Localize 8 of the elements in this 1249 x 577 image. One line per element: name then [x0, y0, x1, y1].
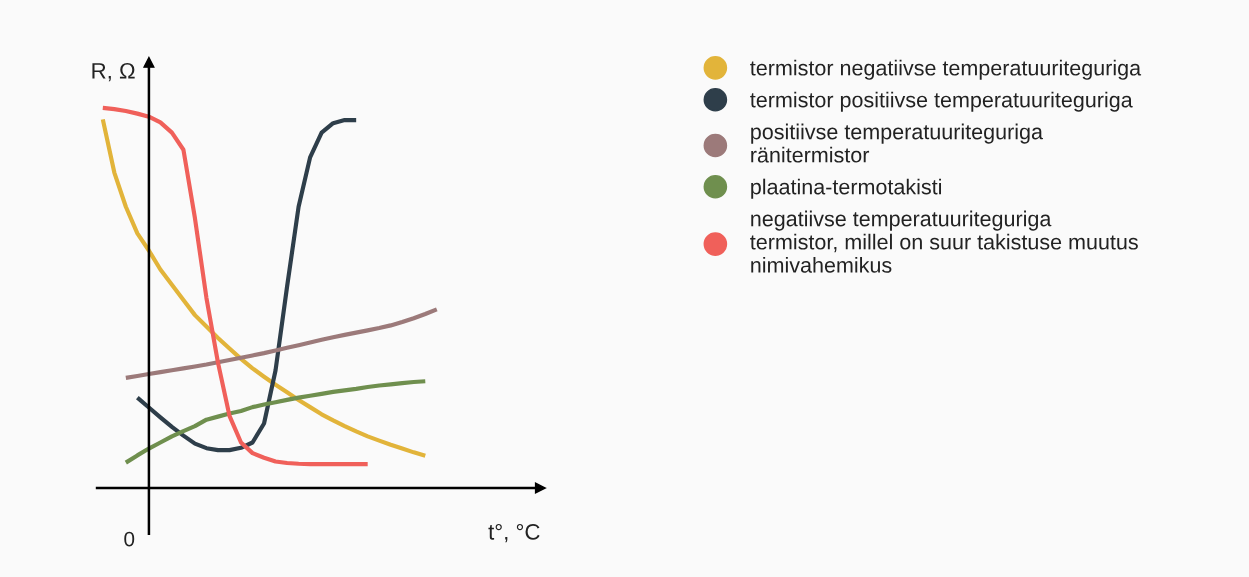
y-axis-title: R, Ω [92, 62, 135, 82]
legend-label: termistor positiivse temperatuuriteguriga [750, 91, 1133, 112]
legend-label: negatiivse temperatuuriteguriga termistor, millel on suur takistuse muutus nimivahemikus [750, 210, 1138, 273]
text: 0 [124, 531, 135, 547]
x-axis-title: t°, °C [488, 523, 540, 543]
legend-label: plaatina-termotakisti [751, 178, 941, 199]
legend-label: termistor negatiivse temperatuuriteguriga [750, 59, 1142, 80]
legend-label: positiivse temperatuuriteguriga ränitermistor [751, 123, 1043, 163]
